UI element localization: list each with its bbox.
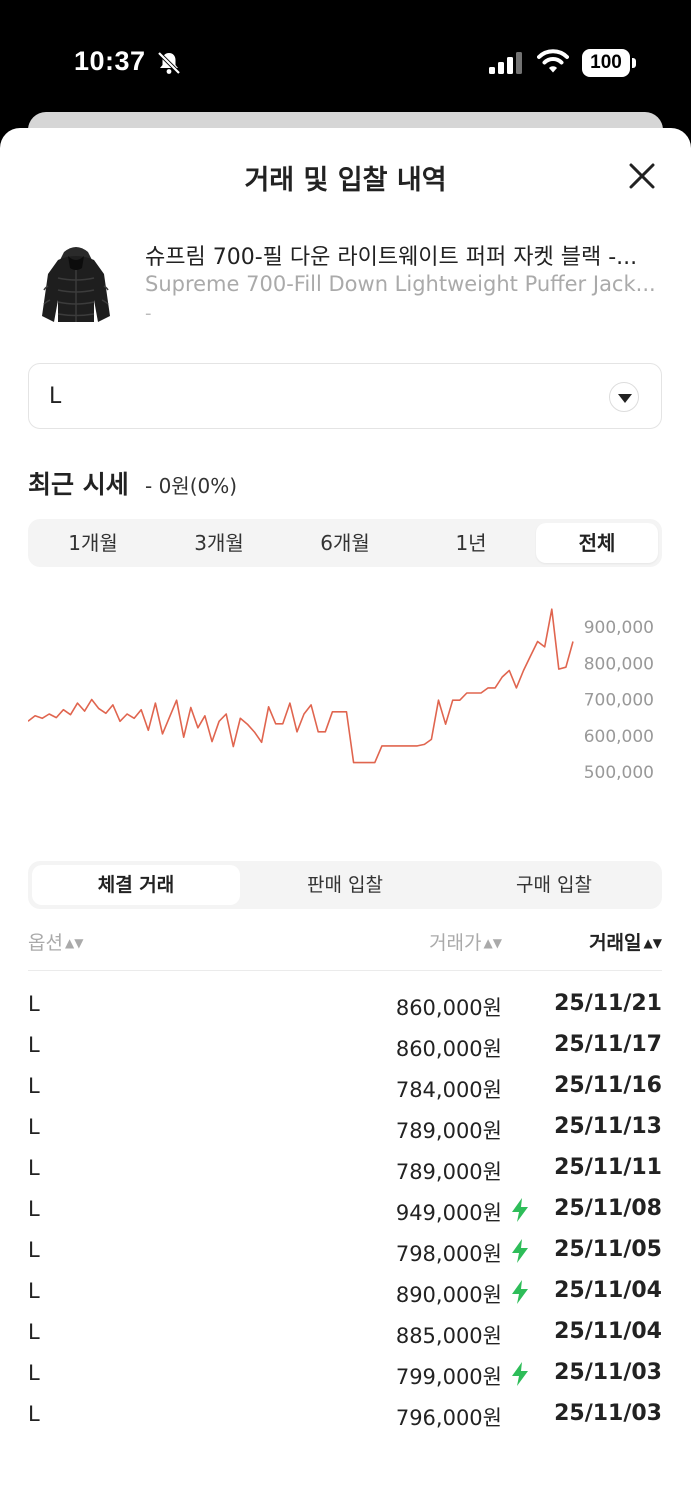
table-row: L 796,000원 25/11/03: [28, 1400, 662, 1430]
tab-sell-bids[interactable]: 판매 입찰: [307, 874, 383, 896]
chevron-down-icon: [609, 382, 639, 412]
table-row: L 890,000원 25/11/04: [28, 1277, 662, 1307]
row-option: L: [28, 1156, 40, 1180]
row-date: 25/11/16: [554, 1073, 662, 1098]
cell-signal-icon: [489, 52, 522, 74]
sort-icon: ▲▼: [64, 936, 84, 950]
row-option: L: [28, 1074, 40, 1098]
price-change: - 0원(0%): [145, 474, 238, 498]
row-option: L: [28, 1279, 40, 1303]
y-tick-label: 800,000: [584, 654, 654, 674]
header-price[interactable]: 거래가 ▲▼: [429, 928, 502, 955]
table-row: L 798,000원 25/11/05: [28, 1236, 662, 1266]
recent-price-heading: 최근 시세: [28, 470, 129, 499]
row-price: 860,000원: [395, 996, 502, 1020]
row-date: 25/11/11: [554, 1155, 662, 1180]
row-option: L: [28, 1197, 40, 1221]
y-tick-label: 700,000: [584, 691, 654, 711]
table-row: L 949,000원 25/11/08: [28, 1195, 662, 1225]
row-date: 25/11/03: [554, 1401, 662, 1426]
row-price: 784,000원: [395, 1078, 502, 1102]
product-subtext: -: [145, 303, 152, 324]
row-option: L: [28, 1361, 40, 1385]
row-date: 25/11/04: [554, 1319, 662, 1344]
table-row: L 799,000원 25/11/03: [28, 1359, 662, 1389]
status-time: 10:37: [74, 46, 146, 76]
header-price-label: 거래가: [429, 932, 482, 954]
row-date: 25/11/17: [554, 1032, 662, 1057]
row-price: 885,000원: [395, 1324, 502, 1348]
row-price: 890,000원: [395, 1283, 502, 1307]
y-tick-label: 900,000: [584, 618, 654, 638]
row-price: 789,000원: [395, 1119, 502, 1143]
tab-1-year[interactable]: 1년: [455, 531, 487, 555]
status-bar: 10:37 100: [0, 0, 691, 112]
product-name-ko: 슈프림 700-필 다운 라이트웨이트 퍼퍼 자켓 블랙 -...: [145, 245, 638, 270]
tab-all[interactable]: 전체: [536, 523, 658, 563]
lightning-icon: [512, 1198, 528, 1222]
bottom-sheet: [0, 128, 691, 1500]
wifi-icon: [537, 49, 569, 73]
row-price: 796,000원: [395, 1406, 502, 1430]
row-price: 789,000원: [395, 1160, 502, 1184]
trade-tabs: 체결 거래 판매 입찰 구매 입찰: [28, 861, 662, 909]
sort-icon: ▲▼: [643, 936, 662, 950]
y-tick-label: 600,000: [584, 727, 654, 747]
table-row: L 860,000원 25/11/17: [28, 1031, 662, 1061]
header-option-label: 옵션: [28, 932, 63, 954]
bell-off-icon: [157, 51, 181, 75]
row-date: 25/11/05: [554, 1237, 662, 1262]
y-tick-label: 500,000: [584, 763, 654, 783]
sheet-title: 거래 및 입찰 내역: [244, 165, 447, 196]
table-row: L 789,000원 25/11/11: [28, 1154, 662, 1184]
tab-3-months[interactable]: 3개월: [194, 531, 244, 555]
row-option: L: [28, 992, 40, 1016]
size-select[interactable]: L: [28, 363, 662, 429]
header-option[interactable]: 옵션 ▲▼: [28, 928, 83, 955]
header-date[interactable]: 거래일 ▲▼: [589, 928, 662, 955]
row-option: L: [28, 1402, 40, 1426]
tab-6-months[interactable]: 6개월: [320, 531, 370, 555]
tab-buy-bids[interactable]: 구매 입찰: [516, 874, 592, 896]
price-chart: 900,000 800,000 700,000 600,000 500,000: [28, 608, 654, 783]
header-date-label: 거래일: [589, 932, 642, 954]
tab-1-month[interactable]: 1개월: [68, 531, 118, 555]
battery-indicator: 100: [582, 49, 636, 77]
divider: [28, 970, 662, 971]
row-date: 25/11/03: [554, 1360, 662, 1385]
table-row: L 860,000원 25/11/21: [28, 990, 662, 1020]
row-date: 25/11/04: [554, 1278, 662, 1303]
sort-icon: ▲▼: [483, 936, 502, 950]
row-date: 25/11/13: [554, 1114, 662, 1139]
table-row: L 885,000원 25/11/04: [28, 1318, 662, 1348]
row-date: 25/11/21: [554, 991, 662, 1016]
row-option: L: [28, 1320, 40, 1344]
table-row: L 789,000원 25/11/13: [28, 1113, 662, 1143]
period-tabs: 1개월 3개월 6개월 1년 전체: [28, 519, 662, 567]
row-date: 25/11/08: [554, 1196, 662, 1221]
product-name-en: Supreme 700-Fill Down Lightweight Puffer…: [145, 272, 656, 296]
close-icon[interactable]: [626, 160, 658, 192]
row-option: L: [28, 1238, 40, 1262]
lightning-icon: [512, 1280, 528, 1304]
row-option: L: [28, 1115, 40, 1139]
product-image: [42, 247, 110, 322]
lightning-icon: [512, 1239, 528, 1263]
row-price: 798,000원: [395, 1242, 502, 1266]
row-price: 949,000원: [395, 1201, 502, 1225]
table-row: L 784,000원 25/11/16: [28, 1072, 662, 1102]
tab-completed-trades[interactable]: 체결 거래: [32, 865, 240, 905]
row-option: L: [28, 1033, 40, 1057]
row-price: 799,000원: [395, 1365, 502, 1389]
size-select-value: L: [49, 384, 62, 409]
row-price: 860,000원: [395, 1037, 502, 1061]
price-line: [28, 608, 574, 764]
lightning-icon: [512, 1362, 528, 1386]
